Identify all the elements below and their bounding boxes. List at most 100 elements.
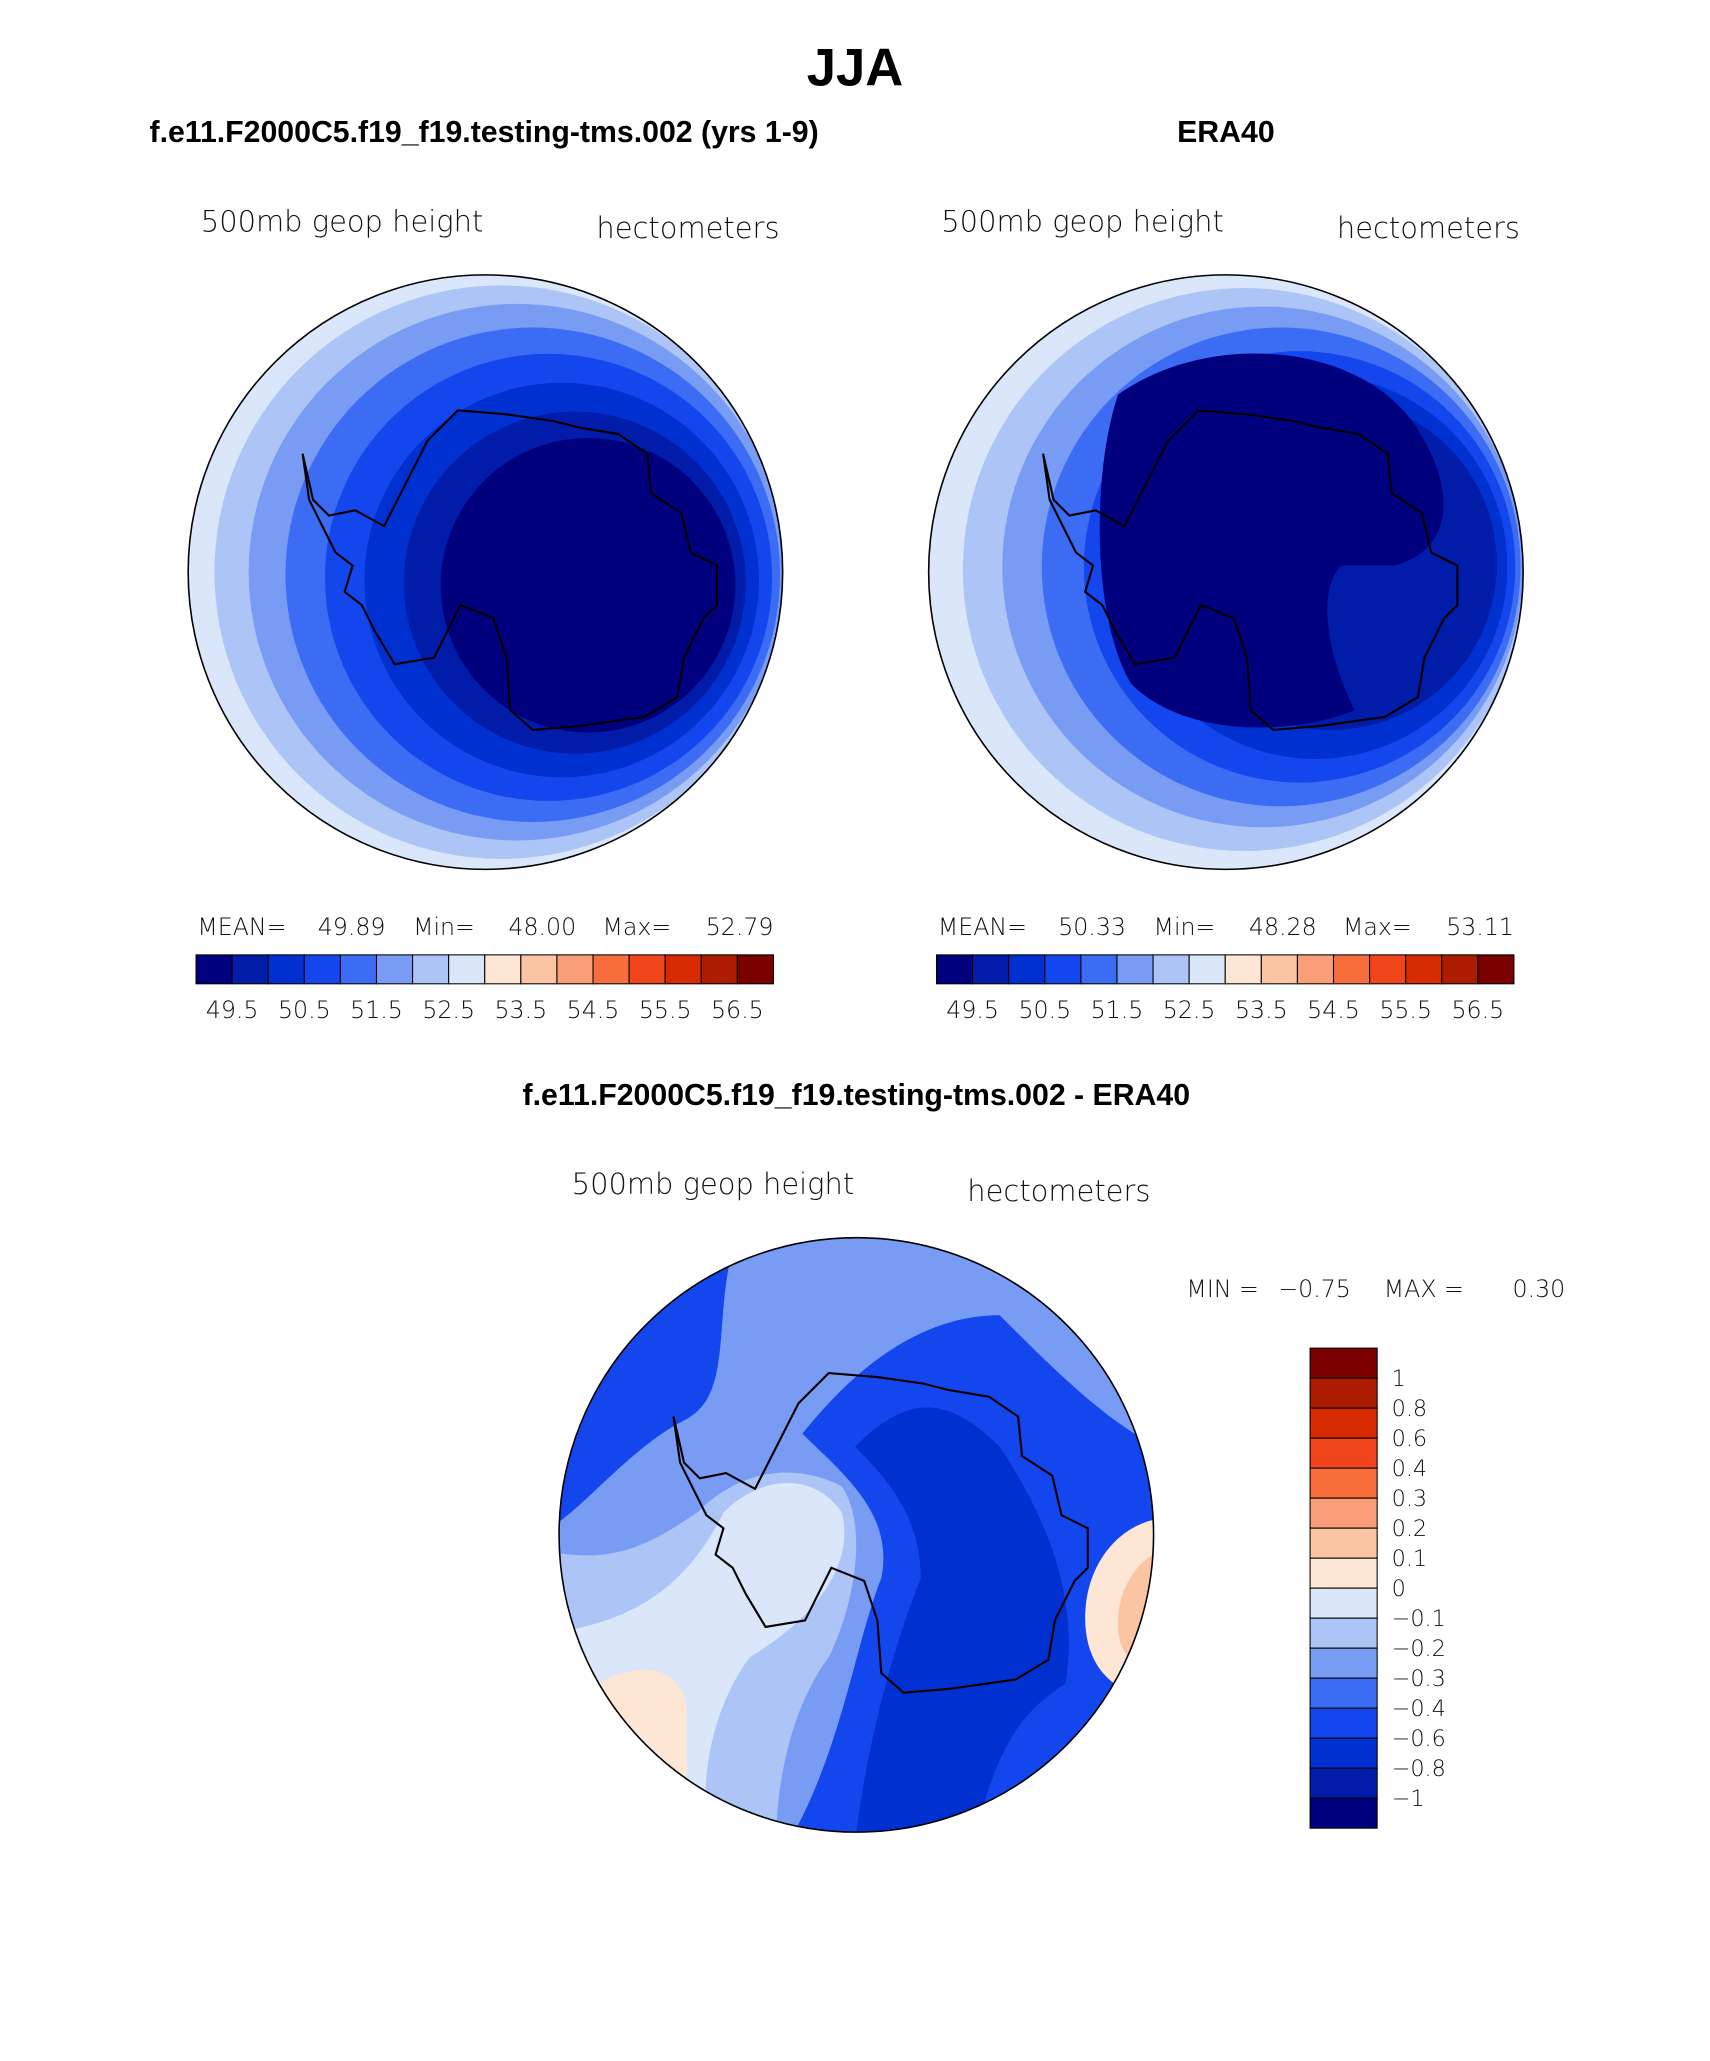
colorbar-box — [556, 954, 594, 985]
colorbar-box — [1309, 1647, 1378, 1679]
map-border — [927, 274, 1524, 871]
colorbar-box — [1332, 954, 1371, 985]
colorbar-label: −0.8 — [1392, 1756, 1446, 1782]
colorbar-box — [592, 954, 630, 985]
colorbar-box — [195, 954, 233, 985]
colorbar-label: 55.5 — [1379, 996, 1432, 1024]
colorbar-label: 52.5 — [1163, 996, 1216, 1024]
colorbar-box — [1309, 1377, 1378, 1409]
colorbar-box — [972, 954, 1010, 985]
colorbar-box — [484, 954, 522, 985]
colorbar-box — [1369, 954, 1407, 985]
colorbar-box — [736, 954, 774, 985]
colorbar-box — [1152, 954, 1190, 985]
colorbar-box — [1309, 1407, 1378, 1439]
colorbar-box — [1260, 954, 1298, 985]
colorbar-label: 54.5 — [1307, 996, 1360, 1024]
colorbar-box — [664, 954, 702, 985]
stat-label: Max= — [1343, 913, 1412, 941]
colorbar-box — [936, 954, 974, 985]
stat-value: 53.11 — [1446, 913, 1514, 941]
colorbar-label: −0.1 — [1392, 1606, 1446, 1632]
colorbar-box — [1309, 1797, 1378, 1829]
map-field — [559, 1237, 1154, 1833]
colorbar-box — [1296, 954, 1335, 985]
contour-band — [598, 1669, 687, 1776]
colorbar-box — [339, 954, 378, 985]
colorbar-label: 49.5 — [206, 996, 259, 1024]
units-label: hectometers — [596, 211, 779, 245]
stat-value: 0.30 — [1513, 1275, 1566, 1303]
colorbar-box — [628, 954, 666, 985]
colorbar-box — [1309, 1497, 1378, 1529]
colorbar-label: 0.4 — [1392, 1456, 1428, 1482]
stat-label: MAX = — [1384, 1275, 1464, 1303]
stat-label: Max= — [602, 913, 671, 941]
colorbar-box — [267, 954, 305, 985]
colorbar-label: −0.4 — [1392, 1696, 1446, 1722]
colorbar-box — [1309, 1767, 1378, 1799]
field-label: 500mb geop height — [572, 1167, 855, 1201]
contour-band — [1327, 565, 1426, 711]
colorbar-box — [448, 954, 486, 985]
stat-label: Min= — [413, 913, 475, 941]
stat-label: MEAN= — [197, 913, 286, 941]
colorbar-box — [231, 954, 269, 985]
colorbar-box — [1008, 954, 1046, 985]
colorbar-label: 52.5 — [422, 996, 475, 1024]
stat-label: Min= — [1154, 913, 1216, 941]
colorbar-label: 53.5 — [1235, 996, 1288, 1024]
panel-title: f.e11.F2000C5.f19_f19.testing-tms.002 - … — [523, 1079, 1191, 1112]
stat-value: 48.28 — [1249, 913, 1317, 941]
stat-label: MIN = — [1186, 1275, 1258, 1303]
colorbar-box — [700, 954, 738, 985]
colorbar-label: 56.5 — [1452, 996, 1505, 1024]
map-border — [558, 1236, 1155, 1833]
colorbar-box — [1309, 1527, 1378, 1559]
colorbar-label: 0 — [1392, 1576, 1406, 1602]
colorbar-box — [1405, 954, 1443, 985]
colorbar-box — [1309, 1617, 1378, 1649]
stat-value: 52.79 — [706, 913, 774, 941]
colorbar-label: 0.2 — [1392, 1516, 1428, 1542]
colorbar-box — [1224, 954, 1262, 985]
map-field — [188, 274, 783, 870]
colorbar-box — [1309, 1707, 1378, 1739]
colorbar-label: 51.5 — [350, 996, 403, 1024]
colorbar-label: 50.5 — [278, 996, 331, 1024]
colorbar-box — [412, 954, 450, 985]
units-label: hectometers — [1337, 211, 1520, 245]
colorbar-label: −0.2 — [1392, 1636, 1446, 1662]
stat-value: 48.00 — [508, 913, 576, 941]
colorbar-box — [303, 954, 341, 985]
colorbar-label: 56.5 — [711, 996, 764, 1024]
stat-value: −0.75 — [1278, 1275, 1350, 1303]
panel-title: f.e11.F2000C5.f19_f19.testing-tms.002 (y… — [149, 116, 818, 149]
stat-value: 50.33 — [1058, 913, 1126, 941]
stat-value: 49.89 — [318, 913, 386, 941]
colorbar-box — [1309, 1587, 1378, 1619]
colorbar-label: 53.5 — [495, 996, 548, 1024]
panel-title: ERA40 — [1177, 116, 1275, 149]
colorbar-label: 51.5 — [1091, 996, 1144, 1024]
colorbar-box — [1309, 1347, 1378, 1379]
colorbar-label: 0.3 — [1392, 1486, 1428, 1512]
colorbar-box — [375, 954, 414, 985]
colorbar-label: −0.3 — [1392, 1666, 1446, 1692]
colorbar-box — [1116, 954, 1154, 985]
colorbar-box — [1309, 1437, 1378, 1469]
map-field — [928, 274, 1524, 870]
colorbar-box — [1309, 1677, 1378, 1709]
colorbar-box — [1309, 1467, 1378, 1499]
colorbar-label: −1 — [1392, 1786, 1425, 1812]
colorbar-box — [1477, 954, 1515, 985]
field-label: 500mb geop height — [941, 204, 1224, 238]
figure-title: JJA — [807, 38, 904, 97]
contour-band — [855, 1407, 1069, 1833]
colorbar-box — [520, 954, 558, 985]
colorbar-label: −0.6 — [1392, 1726, 1446, 1752]
colorbar-label: 49.5 — [946, 996, 999, 1024]
colorbar-box — [1080, 954, 1118, 985]
